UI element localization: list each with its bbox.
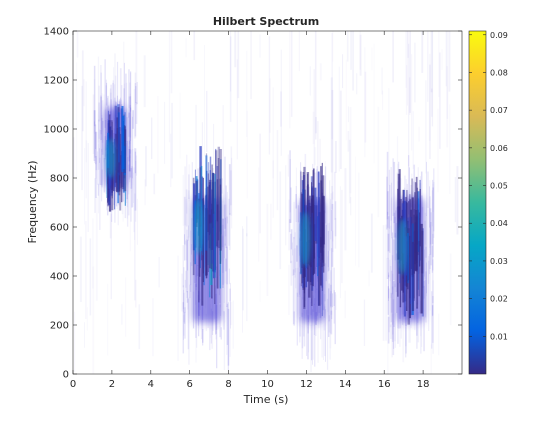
spectrum-layer xyxy=(73,31,459,373)
colorbar-tick-label: 0.07 xyxy=(490,106,508,115)
energy-peak xyxy=(193,199,204,255)
colorbar-tick-label: 0.05 xyxy=(490,182,508,191)
x-axis: 0 2 4 6 8 10 12 14 16 18 xyxy=(70,31,430,390)
y-tick-label: 800 xyxy=(50,174,69,185)
x-tick-label: 6 xyxy=(187,379,193,390)
x-tick-label: 4 xyxy=(148,379,154,390)
y-tick-label: 0 xyxy=(63,370,69,381)
x-tick-label: 0 xyxy=(70,379,76,390)
chart-title: Hilbert Spectrum xyxy=(213,15,319,28)
colorbar-tick-label: 0.01 xyxy=(490,332,508,341)
y-axis: 0 200 400 600 800 1000 1200 1400 xyxy=(44,27,462,381)
y-tick-label: 1200 xyxy=(44,76,69,87)
energy-peak xyxy=(106,138,116,179)
y-tick-label: 400 xyxy=(50,272,69,283)
y-tick-label: 1400 xyxy=(44,27,69,38)
colorbar-tick-label: 0.09 xyxy=(490,31,508,40)
x-axis-label: Time (s) xyxy=(243,393,289,406)
x-tick-label: 12 xyxy=(300,379,313,390)
y-tick-label: 600 xyxy=(50,223,69,234)
colorbar-tick-label: 0.06 xyxy=(490,144,508,153)
x-tick-label: 8 xyxy=(225,379,231,390)
x-tick-label: 14 xyxy=(339,379,352,390)
colorbar-tick-label: 0.08 xyxy=(490,68,508,77)
y-tick-label: 200 xyxy=(50,321,69,332)
x-tick-label: 16 xyxy=(378,379,391,390)
energy-peak xyxy=(397,218,408,275)
colorbar xyxy=(468,30,487,375)
colorbar-tick-label: 0.02 xyxy=(490,295,508,304)
colorbar-tick-label: 0.03 xyxy=(490,257,508,266)
x-tick-label: 2 xyxy=(109,379,115,390)
x-tick-label: 10 xyxy=(261,379,274,390)
colorbar-tick-label: 0.04 xyxy=(490,219,508,228)
x-tick-label: 18 xyxy=(417,379,430,390)
energy-peak xyxy=(300,211,311,267)
y-tick-label: 1000 xyxy=(44,125,69,136)
y-axis-label: Frequency (Hz) xyxy=(26,161,39,244)
colorbar-ticks: 0.01 0.02 0.03 0.04 0.05 0.06 0.07 0.08 0.09 xyxy=(469,31,508,341)
